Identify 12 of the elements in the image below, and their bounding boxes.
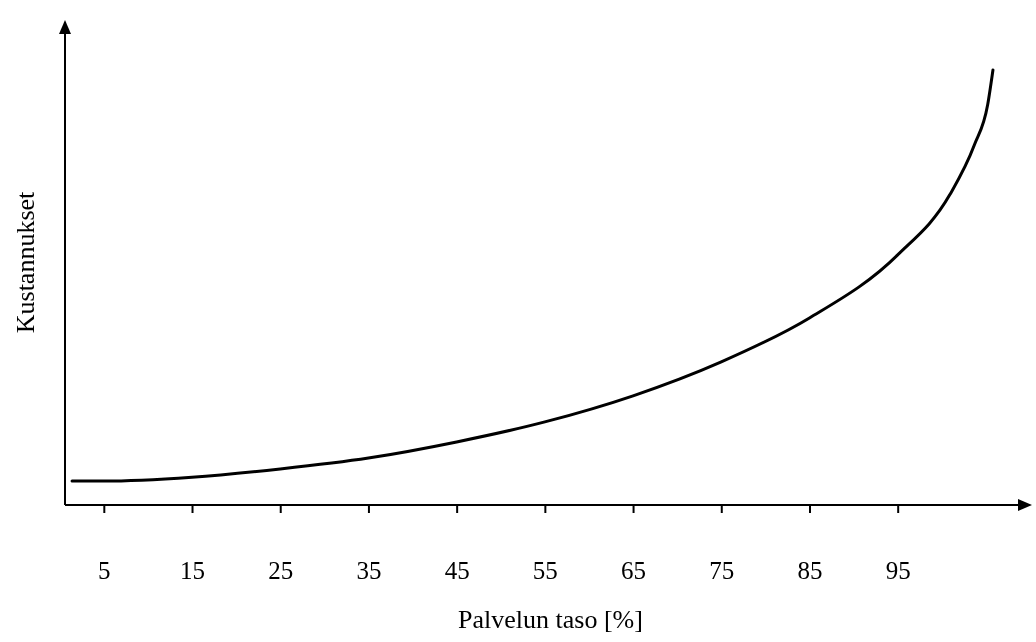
x-tick-label: 25 [268, 556, 294, 584]
y-axis-title: Kustannukset [11, 190, 40, 334]
x-tick-label: 5 [98, 556, 111, 584]
x-tick-label: 75 [709, 556, 735, 584]
x-tick-label: 55 [532, 556, 558, 584]
x-tick-label: 45 [444, 556, 470, 584]
x-tick-label: 95 [885, 556, 911, 584]
x-tick-label: 35 [356, 556, 382, 584]
x-tick-label: 15 [180, 556, 206, 584]
x-tick-label: 65 [621, 556, 647, 584]
x-axis-title: Palvelun taso [%] [458, 605, 643, 634]
x-tick-label: 85 [797, 556, 823, 584]
